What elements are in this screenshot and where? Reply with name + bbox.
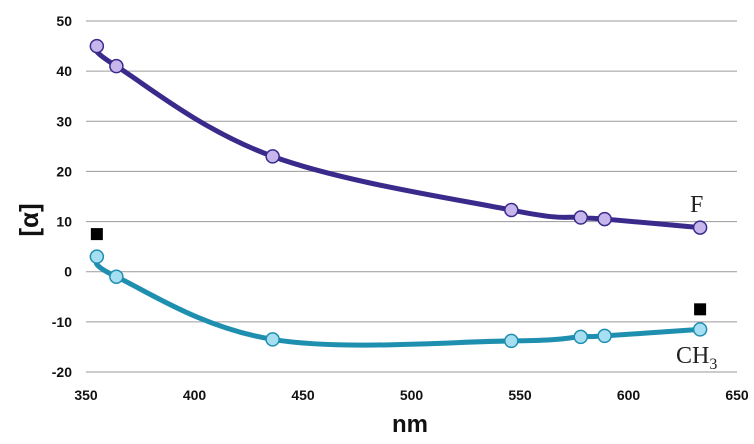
series-label-ch3-subscript: 3 bbox=[709, 356, 717, 373]
y-tick-label: -10 bbox=[52, 314, 72, 330]
data-point-f bbox=[573, 210, 589, 225]
data-point-ch3 bbox=[504, 333, 519, 349]
series-line-f bbox=[93, 43, 703, 231]
data-point-ch3 bbox=[109, 269, 124, 284]
data-point-f bbox=[504, 202, 519, 218]
data-point-ch3 bbox=[692, 322, 708, 337]
data-point-ch3 bbox=[597, 328, 612, 344]
y-tick-label: 50 bbox=[56, 13, 72, 29]
data-point-f bbox=[89, 38, 105, 54]
y-axis-ticks: 50 40 30 20 10 0 -10 -20 bbox=[52, 13, 72, 380]
x-tick-label: 450 bbox=[291, 387, 315, 403]
x-tick-label: 400 bbox=[183, 387, 207, 403]
data-point-f bbox=[692, 220, 708, 235]
y-axis-label: [α] bbox=[14, 203, 44, 236]
y-tick-label: 40 bbox=[56, 63, 72, 79]
series-label-ch3-main: CH bbox=[676, 343, 709, 369]
x-tick-label: 500 bbox=[400, 387, 424, 403]
data-point-f bbox=[109, 58, 124, 74]
series-label-ch3: CH3 bbox=[676, 343, 717, 373]
x-axis-label: nm bbox=[392, 411, 428, 438]
data-point-ch3 bbox=[573, 329, 589, 345]
y-tick-label: 20 bbox=[56, 163, 72, 179]
gridlines bbox=[86, 20, 737, 373]
extra-points bbox=[90, 228, 707, 316]
data-point-ch3 bbox=[265, 332, 280, 347]
x-axis-ticks: 350 400 450 500 550 600 650 bbox=[74, 387, 749, 403]
data-point-ch3 bbox=[89, 249, 105, 264]
y-tick-label: 30 bbox=[56, 113, 72, 129]
x-tick-label: 600 bbox=[617, 387, 641, 403]
y-tick-label: 10 bbox=[56, 214, 72, 230]
data-point-f bbox=[265, 149, 280, 164]
series-layer bbox=[89, 38, 708, 349]
y-tick-label: -20 bbox=[52, 364, 72, 380]
square-marker bbox=[90, 228, 103, 241]
x-tick-label: 350 bbox=[74, 387, 98, 403]
x-tick-label: 650 bbox=[725, 387, 749, 403]
square-marker bbox=[694, 303, 707, 316]
series-label-f: F bbox=[690, 192, 703, 218]
y-tick-label: 0 bbox=[64, 264, 72, 280]
data-point-f bbox=[597, 211, 612, 227]
x-tick-label: 550 bbox=[508, 387, 532, 403]
